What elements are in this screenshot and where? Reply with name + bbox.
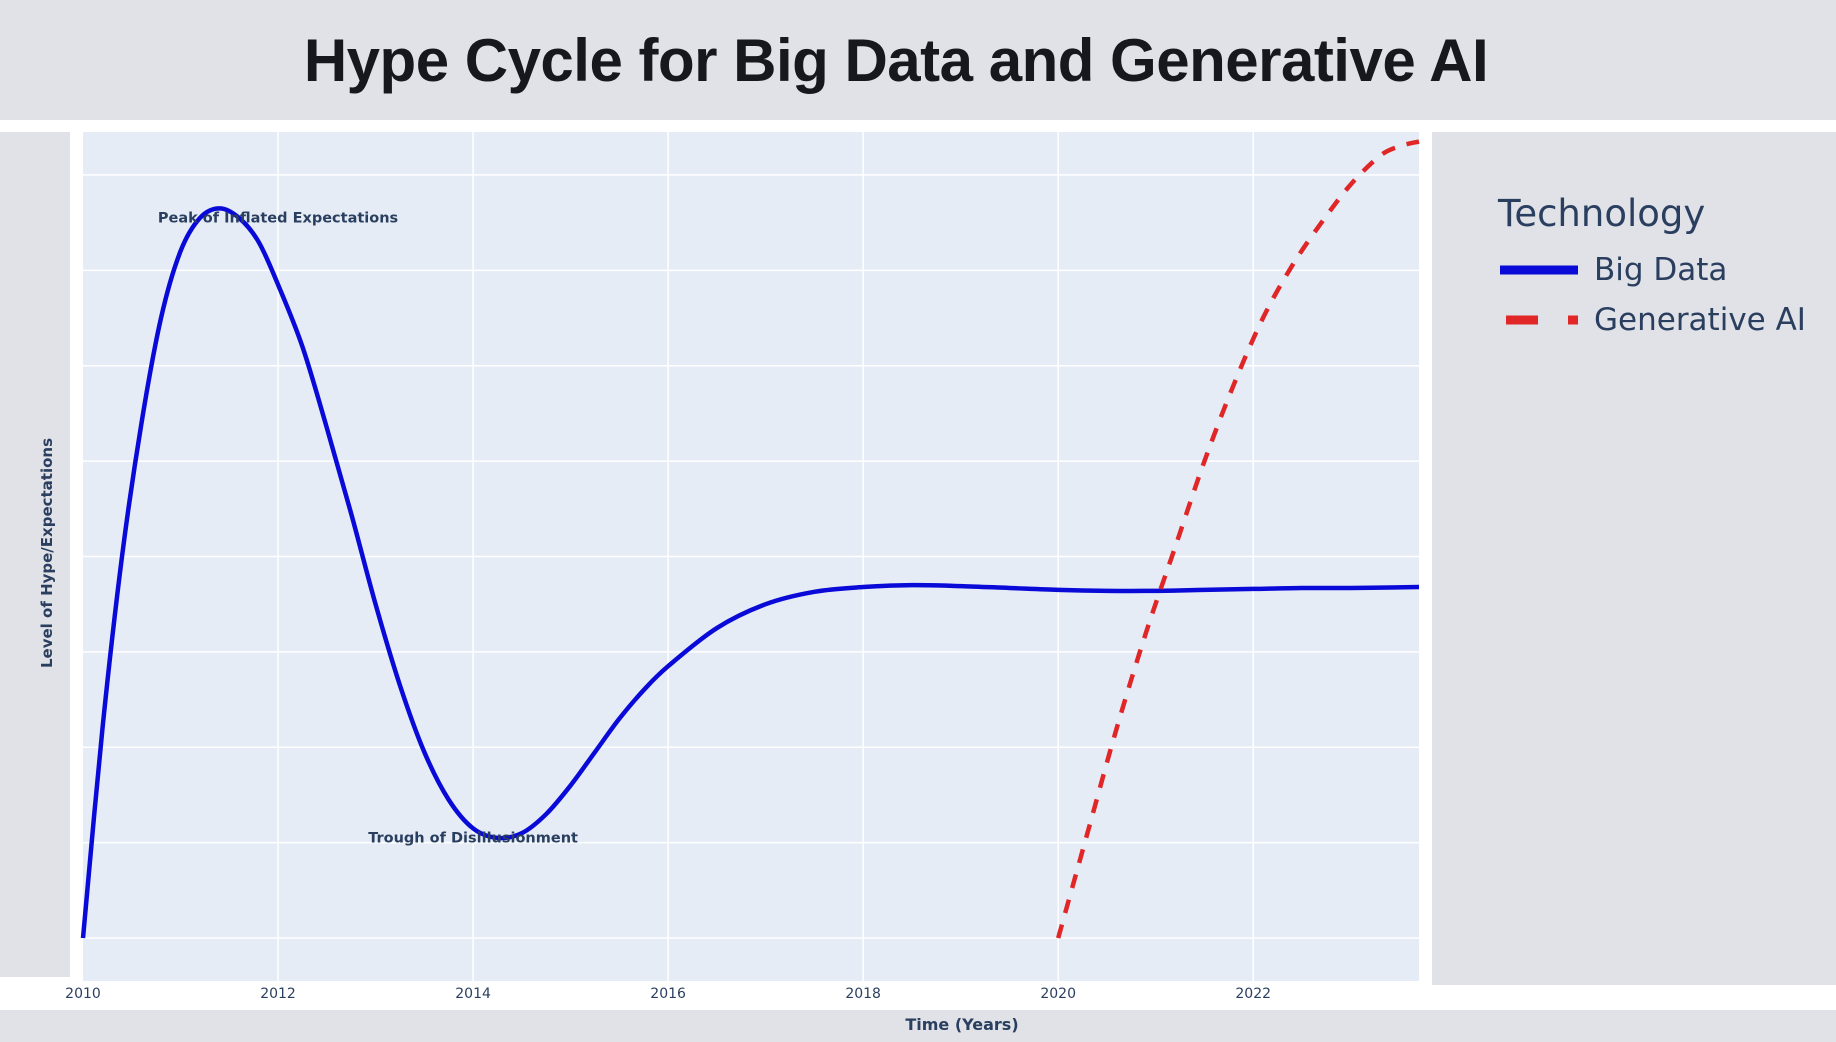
x-tick-label: 2012 [260, 986, 296, 1002]
page-title: Hype Cycle for Big Data and Generative A… [303, 26, 1489, 94]
y-axis-label: Level of Hype/Expectations [38, 438, 56, 668]
x-tick-label: 2022 [1235, 986, 1271, 1002]
legend-label-generative-ai: Generative AI [1594, 302, 1806, 338]
series-line-big-data [80, 206, 1420, 939]
legend: Technology Big Data Generative AI [1498, 192, 1806, 345]
x-tick-label: 2010 [65, 986, 101, 1002]
legend-item-generative-ai[interactable]: Generative AI [1498, 295, 1806, 345]
legend-swatch-generative-ai [1506, 315, 1578, 325]
annotations: Peak of Inflated Expectations Trough of D… [158, 211, 578, 847]
x-tick-label: 2020 [1040, 986, 1076, 1002]
left-margin-band [0, 132, 70, 977]
x-tick-label: 2014 [455, 986, 491, 1002]
annotation-label: Trough of Disillusionment [368, 831, 578, 847]
legend-swatch-big-data [1500, 265, 1578, 275]
legend-title: Technology [1498, 192, 1706, 235]
legend-panel [1432, 132, 1836, 985]
series-line-generative-ai [1056, 139, 1420, 939]
x-tick-label: 2018 [845, 986, 881, 1002]
title-band: Hype Cycle for Big Data and Generative A… [0, 0, 1836, 120]
series-lines [80, 139, 1420, 939]
x-axis-label: Time (Years) [905, 1015, 1018, 1034]
legend-label-big-data: Big Data [1594, 252, 1728, 288]
grid [83, 132, 1419, 981]
x-tick-label: 2016 [650, 986, 686, 1002]
annotation-label: Peak of Inflated Expectations [158, 211, 398, 227]
x-tick-labels: 2010 2012 2014 2016 2018 2020 2022 [65, 986, 1271, 1002]
legend-item-big-data[interactable]: Big Data [1498, 245, 1806, 295]
bottom-band [0, 1010, 1836, 1042]
